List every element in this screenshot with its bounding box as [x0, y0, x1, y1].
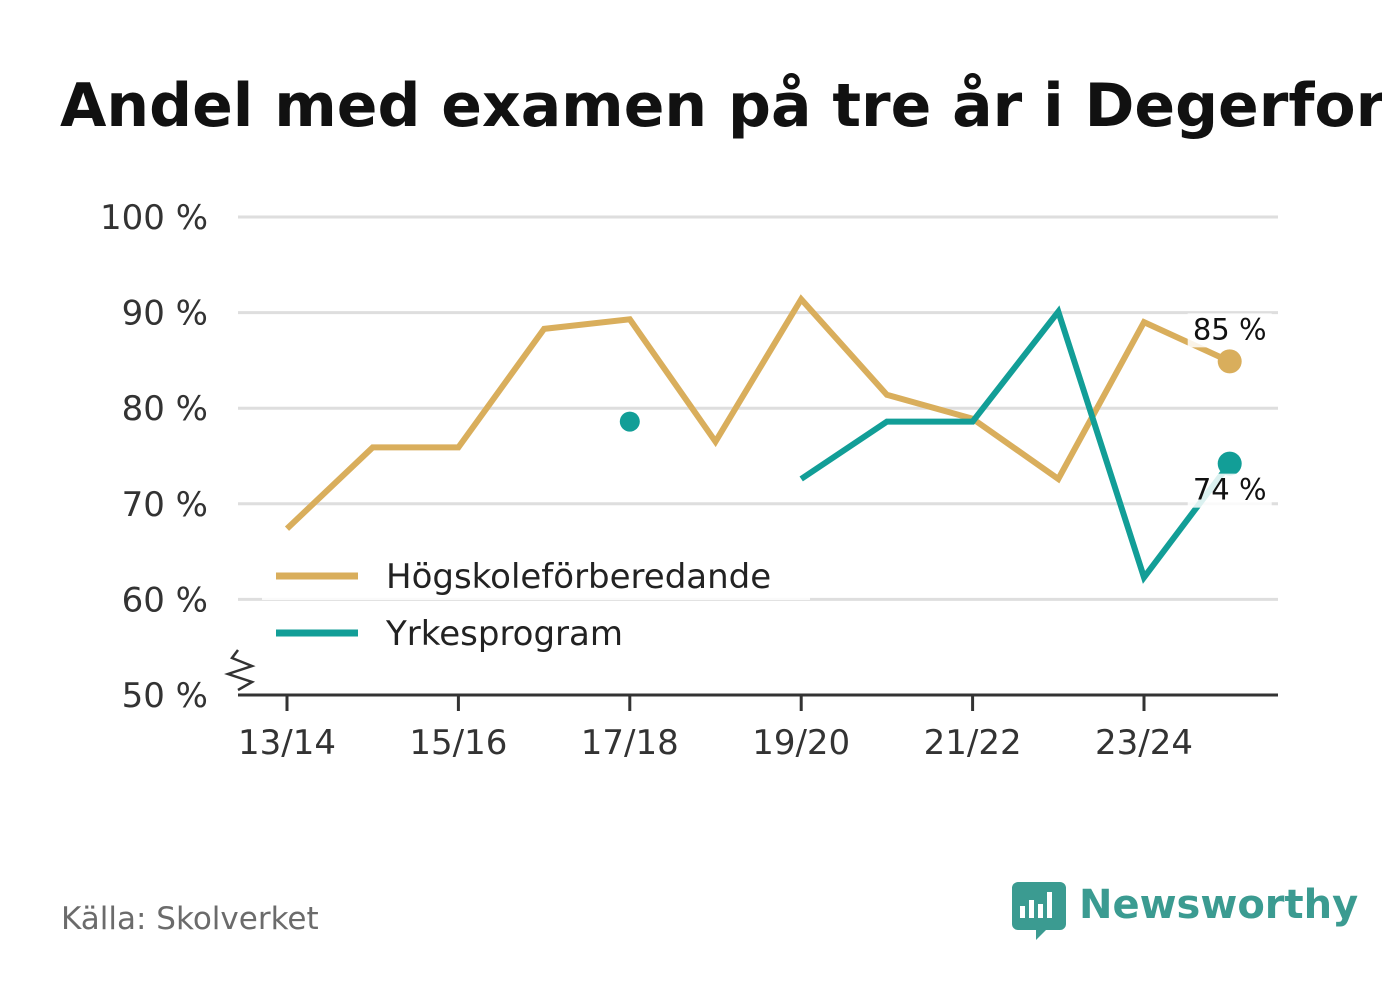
- end-value-label: 85 %: [1193, 312, 1267, 346]
- axis-break-icon: [224, 649, 256, 692]
- y-tick-label: 60 %: [122, 580, 208, 620]
- bar-chart-speech-bubble-icon: [1012, 882, 1066, 940]
- y-tick-label: 90 %: [122, 294, 208, 334]
- x-tick-label: 17/18: [581, 723, 679, 763]
- legend: Högskoleförberedande Yrkesprogram: [262, 548, 810, 654]
- series-lines: [284, 294, 1242, 584]
- end-point: [1217, 349, 1242, 374]
- newsworthy-logo: Newsworthy: [1012, 882, 1358, 940]
- x-tick-label: 13/14: [238, 723, 336, 763]
- series-line: [799, 305, 1233, 584]
- end-point: [1217, 451, 1242, 476]
- gridlines: [238, 215, 1278, 601]
- data-point: [619, 411, 640, 432]
- x-tick-label: 19/20: [752, 723, 850, 763]
- y-axis-ticks: 50 % 60 % 70 % 80 % 90 % 100 %: [100, 198, 208, 716]
- y-tick-label: 70 %: [122, 485, 208, 525]
- end-labels: 85 % 74 %: [1187, 312, 1272, 508]
- series-line: [284, 294, 1231, 531]
- chart-title: Andel med examen på tre år i Degerfors: [60, 71, 1382, 141]
- y-tick-label: 100 %: [100, 198, 208, 238]
- x-axis: 13/14 15/16 17/18 19/20 21/22 23/24: [224, 649, 1278, 763]
- end-value-label: 74 %: [1193, 473, 1267, 507]
- legend-label: Högskoleförberedande: [386, 557, 771, 597]
- legend-label: Yrkesprogram: [385, 614, 623, 654]
- x-tick-label: 15/16: [409, 723, 507, 763]
- end-label-background: [1187, 473, 1272, 508]
- y-tick-label: 50 %: [122, 676, 208, 716]
- source-note: Källa: Skolverket: [61, 901, 319, 937]
- x-tick-label: 21/22: [924, 723, 1022, 763]
- brand-name: Newsworthy: [1079, 882, 1358, 928]
- y-tick-label: 80 %: [122, 389, 208, 429]
- x-tick-label: 23/24: [1095, 723, 1193, 763]
- end-label-background: [1187, 313, 1272, 348]
